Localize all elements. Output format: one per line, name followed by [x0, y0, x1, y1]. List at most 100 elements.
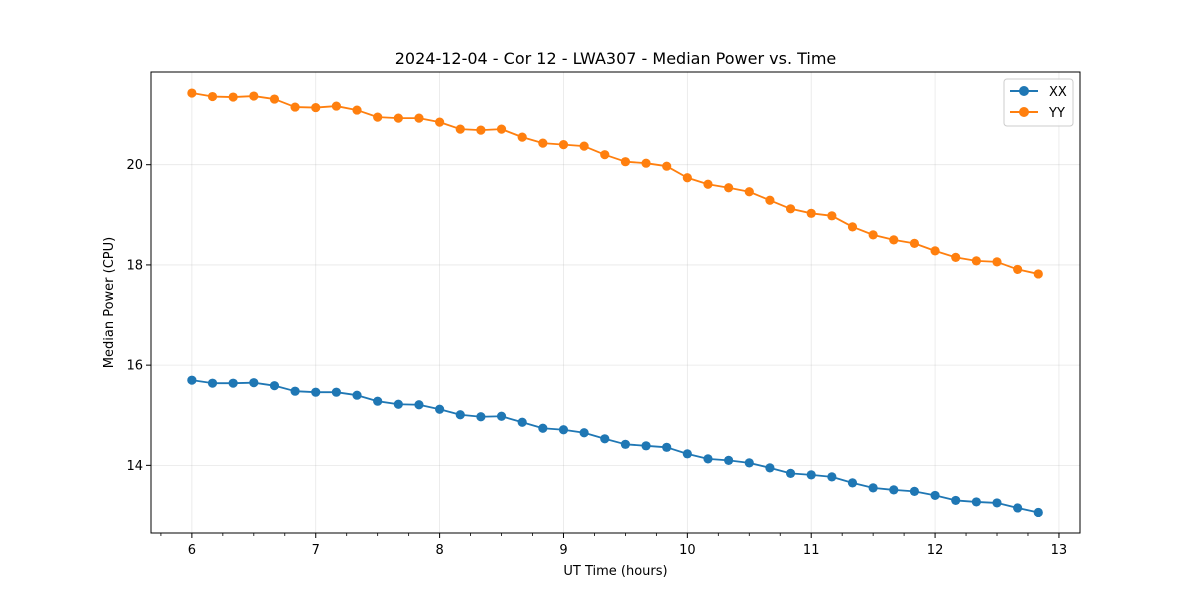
data-point-yy [600, 150, 610, 160]
data-point-xx [868, 483, 878, 493]
data-point-xx [703, 454, 713, 464]
data-point-xx [414, 400, 424, 410]
data-point-yy [476, 125, 486, 135]
legend-marker-xx [1019, 86, 1029, 96]
data-point-xx [785, 468, 796, 478]
data-point-xx [455, 410, 465, 420]
data-point-yy [930, 246, 940, 256]
data-point-xx [558, 425, 569, 435]
data-point-xx [496, 411, 507, 421]
x-axis-label: UT Time (hours) [563, 564, 667, 579]
data-point-yy [249, 91, 259, 101]
data-point-xx [331, 387, 341, 397]
data-point-yy [971, 256, 981, 266]
x-tick-label: 7 [312, 543, 320, 558]
series-layer [187, 88, 1043, 518]
data-point-yy [662, 161, 672, 171]
data-point-xx [765, 463, 775, 473]
data-point-xx [620, 439, 631, 449]
data-point-xx [992, 498, 1002, 508]
data-point-xx [517, 417, 527, 427]
data-point-yy [228, 92, 238, 102]
y-tick-label: 16 [126, 359, 143, 374]
data-point-xx [951, 495, 961, 506]
data-point-xx [1013, 503, 1023, 513]
data-point-xx [724, 455, 734, 465]
data-point-yy [724, 183, 734, 193]
data-point-yy [517, 132, 527, 142]
x-tick-label: 6 [188, 543, 196, 558]
data-point-yy [641, 158, 651, 168]
data-point-yy [311, 102, 321, 113]
y-tick-label: 14 [126, 459, 143, 474]
data-point-yy [331, 101, 341, 111]
y-tick-label: 18 [126, 258, 143, 273]
y-axis-label: Median Power (CPU) [102, 237, 117, 368]
x-tick-label: 8 [435, 543, 443, 558]
data-point-yy [806, 208, 816, 218]
x-tick-label: 11 [803, 543, 820, 558]
data-point-yy [620, 157, 631, 167]
legend-marker-yy [1019, 107, 1029, 117]
data-point-yy [290, 102, 300, 112]
data-point-yy [868, 230, 878, 240]
data-point-xx [352, 390, 362, 400]
chart-title: 2024-12-04 - Cor 12 - LWA307 - Median Po… [395, 49, 837, 68]
data-point-xx [662, 442, 672, 452]
data-point-xx [579, 428, 589, 438]
series-xx [187, 375, 1043, 518]
legend-label-yy: YY [1048, 106, 1065, 121]
data-point-yy [207, 91, 218, 102]
data-point-xx [249, 378, 259, 388]
data-point-yy [682, 173, 692, 183]
data-point-yy [414, 113, 424, 123]
y-tick-label: 20 [126, 158, 143, 173]
data-point-yy [455, 124, 465, 134]
legend-entry-yy: YY [1010, 106, 1065, 121]
data-point-yy [579, 141, 589, 151]
x-tick-label: 12 [927, 543, 944, 558]
data-point-yy [269, 94, 280, 104]
data-point-xx [311, 387, 321, 397]
data-point-yy [1013, 264, 1023, 275]
data-point-xx [909, 486, 920, 497]
data-point-xx [827, 472, 837, 482]
data-point-yy [187, 88, 197, 98]
data-point-xx [971, 497, 981, 507]
data-point-yy [765, 195, 775, 205]
x-tick-label: 13 [1051, 543, 1068, 558]
data-point-xx [806, 470, 816, 480]
data-point-yy [558, 140, 569, 150]
data-point-yy [373, 112, 383, 122]
legend-entry-xx: XX [1010, 85, 1067, 100]
data-point-yy [847, 222, 858, 232]
data-point-yy [951, 252, 961, 262]
axis-layer: 6 7 8 9 10 11 12 13 14 16 18 20 [126, 158, 1067, 558]
data-point-xx [744, 458, 754, 468]
data-point-xx [538, 423, 548, 433]
x-tick-label: 9 [559, 543, 567, 558]
data-point-yy [435, 117, 445, 127]
data-point-xx [930, 490, 940, 501]
data-point-xx [373, 396, 383, 406]
data-point-xx [290, 386, 300, 396]
data-point-yy [827, 211, 837, 221]
data-point-xx [187, 375, 197, 385]
data-point-yy [352, 105, 362, 115]
data-point-xx [393, 399, 403, 409]
data-point-yy [393, 113, 403, 123]
data-point-xx [600, 434, 610, 444]
data-point-xx [1033, 507, 1043, 518]
data-point-xx [682, 449, 692, 459]
data-point-yy [1033, 269, 1043, 279]
data-point-yy [496, 124, 507, 134]
series-yy [187, 88, 1043, 279]
data-point-yy [703, 179, 713, 189]
data-point-xx [476, 412, 486, 422]
legend-label-xx: XX [1049, 85, 1067, 100]
data-point-yy [538, 138, 548, 148]
legend: XX YY [1003, 78, 1074, 127]
data-point-xx [269, 381, 280, 391]
grid-layer [151, 72, 1080, 533]
